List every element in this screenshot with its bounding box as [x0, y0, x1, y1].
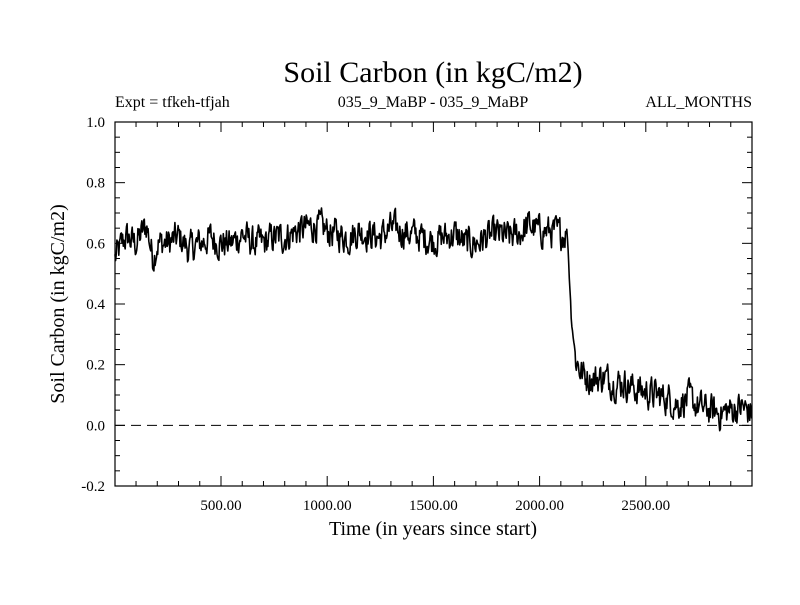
y-tick-label: 0.0	[86, 418, 105, 434]
series-layer	[114, 207, 753, 432]
y-tick-label: 1.0	[86, 115, 105, 131]
y-tick-label: 0.6	[86, 236, 105, 252]
x-tick-label: 1500.00	[409, 498, 458, 514]
x-tick-label: 2500.00	[621, 498, 670, 514]
months-label: ALL_MONTHS	[645, 94, 752, 111]
experiment-label: Expt = tfkeh-tfjah	[115, 94, 230, 111]
x-tick-label: 2000.00	[515, 498, 564, 514]
x-tick-label: 500.00	[200, 498, 241, 514]
y-tick-label: 0.4	[86, 297, 105, 313]
period-label: 035_9_MaBP - 035_9_MaBP	[338, 94, 529, 111]
soil-carbon-series-line	[114, 207, 753, 432]
y-tick-label: -0.2	[81, 479, 105, 495]
x-tick-label: 1000.00	[303, 498, 352, 514]
y-tick-label: 0.2	[86, 358, 105, 374]
y-axis-title: Soil Carbon (in kgC/m2)	[47, 204, 69, 403]
chart-title: Soil Carbon (in kgC/m2)	[283, 56, 582, 89]
tick-layer: -0.2 0.0 0.2 0.4 0.6 0.8 1.0 500.00 1000.00 1500.…	[81, 115, 752, 514]
y-tick-label: 0.8	[86, 176, 105, 192]
x-axis-title: Time (in years since start)	[329, 518, 537, 540]
plot-frame	[114, 121, 753, 487]
